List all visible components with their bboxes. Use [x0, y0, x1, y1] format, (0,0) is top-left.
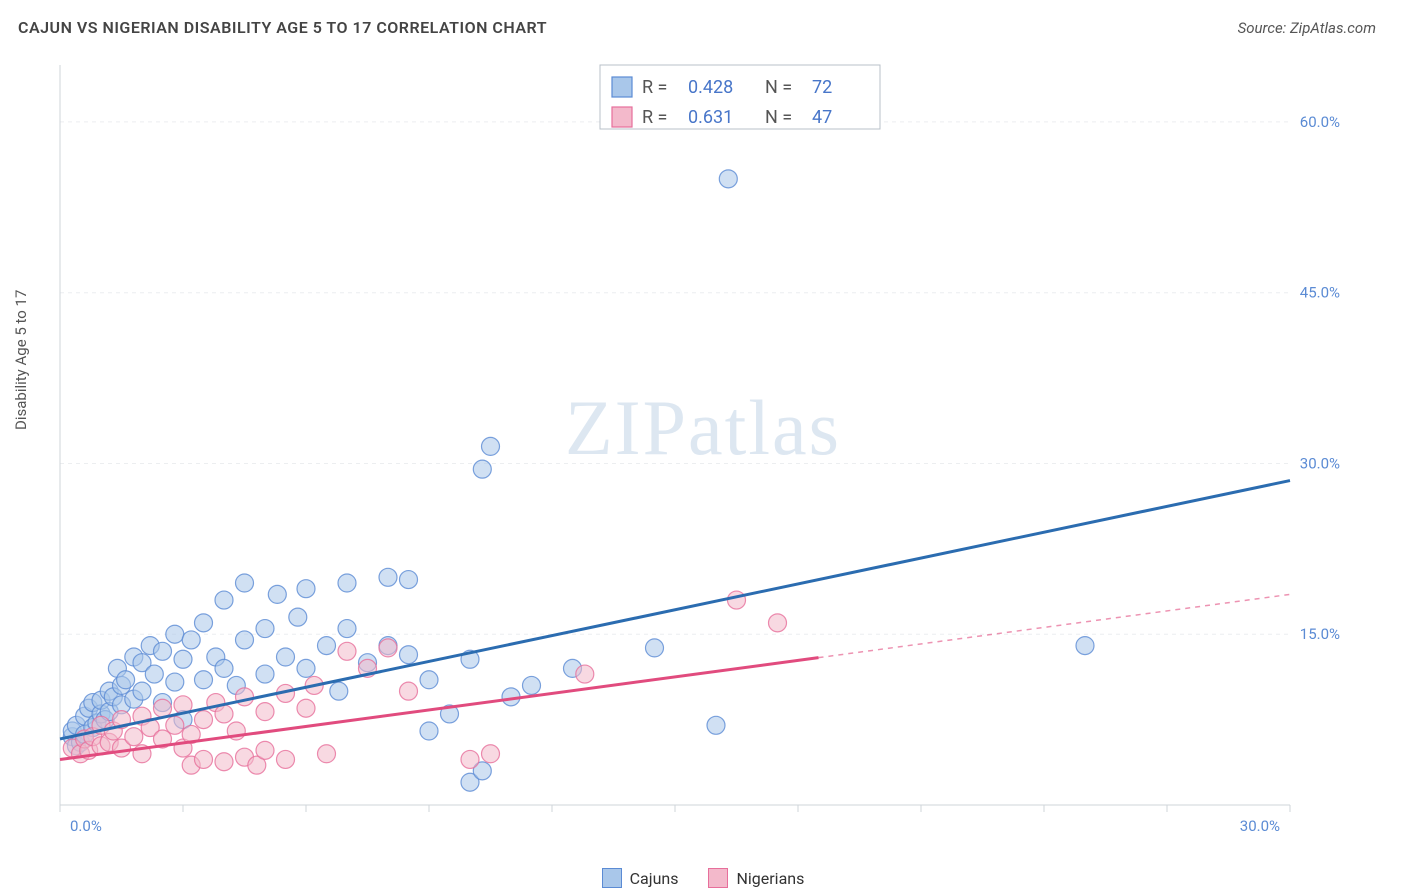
svg-text:N =: N =	[765, 77, 792, 98]
svg-text:N =: N =	[765, 107, 792, 128]
svg-text:30.0%: 30.0%	[1240, 817, 1280, 835]
svg-text:R =: R =	[642, 77, 667, 98]
svg-text:15.0%: 15.0%	[1300, 625, 1340, 643]
svg-text:60.0%: 60.0%	[1300, 113, 1340, 131]
series-legend: Cajuns Nigerians	[0, 868, 1406, 888]
scatter-chart: 15.0% 30.0% 45.0% 60.0% 0.0% 30.0% R = 0.428 N =…	[50, 55, 1370, 849]
svg-text:0.631: 0.631	[688, 107, 733, 128]
source-attribution: Source: ZipAtlas.com	[1238, 19, 1376, 37]
legend-item: Cajuns	[602, 868, 679, 888]
svg-text:47: 47	[812, 107, 832, 128]
svg-text:30.0%: 30.0%	[1300, 454, 1340, 472]
legend-swatch	[602, 868, 622, 888]
svg-text:R =: R =	[642, 107, 667, 128]
legend-swatch	[708, 868, 728, 888]
page-title: CAJUN VS NIGERIAN DISABILITY AGE 5 TO 17…	[18, 18, 547, 37]
svg-text:0.0%: 0.0%	[70, 817, 102, 835]
svg-text:45.0%: 45.0%	[1300, 284, 1340, 302]
legend-label: Nigerians	[736, 869, 804, 888]
svg-text:72: 72	[812, 77, 832, 98]
legend-label: Cajuns	[630, 869, 679, 888]
legend-item: Nigerians	[708, 868, 804, 888]
y-axis-label: Disability Age 5 to 17	[12, 290, 30, 430]
svg-text:0.428: 0.428	[688, 77, 733, 98]
